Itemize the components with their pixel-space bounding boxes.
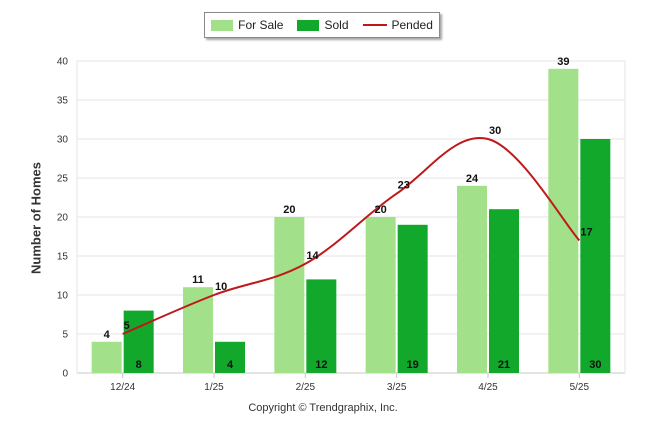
y-tick-label: 15	[57, 252, 69, 263]
legend-item-pended[interactable]: Pended	[362, 18, 433, 32]
data-label-sold: 21	[498, 359, 510, 371]
data-labels: 4 8 11 4 20 12 20 19 24 21 39 30 5 10 14 23 30 17	[104, 56, 602, 371]
legend-item-for-sale[interactable]: For Sale	[211, 18, 283, 32]
legend-label-for-sale: For Sale	[238, 18, 284, 32]
data-label-for-sale: 39	[557, 56, 569, 68]
data-label-for-sale: 20	[283, 204, 295, 216]
x-tick-label: 4/25	[478, 382, 498, 393]
y-tick-label: 40	[57, 57, 69, 68]
y-tick-label: 10	[57, 291, 69, 302]
data-label-sold: 30	[589, 359, 601, 371]
data-label-for-sale: 4	[104, 329, 111, 341]
y-axis-label: Number of Homes	[28, 162, 44, 274]
x-tick-label: 5/25	[570, 382, 590, 393]
data-label-pended: 10	[215, 281, 227, 293]
bar-sold	[397, 224, 428, 373]
y-tick-label: 25	[57, 174, 69, 185]
grid-lines	[76, 60, 626, 374]
data-label-sold: 12	[315, 359, 327, 371]
data-label-pended: 14	[306, 250, 319, 262]
y-tick-label: 5	[62, 330, 68, 341]
bar-sold	[306, 279, 337, 373]
for-sale-swatch	[211, 19, 234, 31]
x-tick-label: 2/25	[296, 382, 316, 393]
pended-series-line	[122, 136, 581, 335]
bar-for-sale	[274, 217, 305, 373]
y-tick-label: 20	[57, 213, 69, 224]
pended-swatch	[362, 24, 387, 26]
pended-line	[122, 136, 581, 335]
legend-label-sold: Sold	[324, 18, 349, 32]
legend: For Sale Sold Pended	[204, 12, 440, 38]
x-tick-label: 12/24	[110, 382, 135, 393]
data-label-pended: 30	[489, 125, 501, 137]
data-label-for-sale: 11	[192, 274, 204, 286]
legend-item-sold[interactable]: Sold	[297, 18, 349, 32]
data-label-pended: 5	[124, 320, 130, 332]
y-axis-ticks: 0 5 10 15 20 25 30 35 40	[57, 57, 69, 380]
copyright-text: Copyright © Trendgraphix, Inc.	[248, 402, 398, 414]
x-tick-label: 1/25	[204, 382, 224, 393]
x-tick-label: 3/25	[387, 382, 407, 393]
bar-for-sale	[548, 68, 579, 374]
x-axis-ticks: 12/24 1/25 2/25 3/25 4/25 5/25	[110, 373, 590, 393]
bar-sold	[489, 209, 519, 373]
y-tick-label: 0	[62, 369, 68, 380]
bar-sold	[580, 139, 611, 373]
bar-for-sale	[183, 287, 213, 373]
data-label-pended: 23	[398, 180, 410, 192]
bar-for-sale	[91, 341, 122, 373]
data-label-for-sale: 20	[375, 204, 387, 216]
bar-sold	[123, 310, 154, 373]
bar-sold	[215, 341, 245, 373]
bar-for-sale	[457, 185, 487, 373]
sold-swatch	[297, 19, 320, 31]
data-label-pended: 17	[580, 226, 592, 238]
data-label-sold: 4	[227, 359, 234, 371]
bar-for-sale	[365, 217, 396, 373]
data-label-sold: 19	[407, 359, 419, 371]
legend-label-pended: Pended	[391, 18, 433, 32]
data-label-sold: 8	[136, 359, 142, 371]
data-label-for-sale: 24	[466, 173, 479, 185]
bars	[91, 68, 611, 374]
y-tick-label: 30	[57, 135, 69, 146]
y-tick-label: 35	[57, 96, 69, 107]
